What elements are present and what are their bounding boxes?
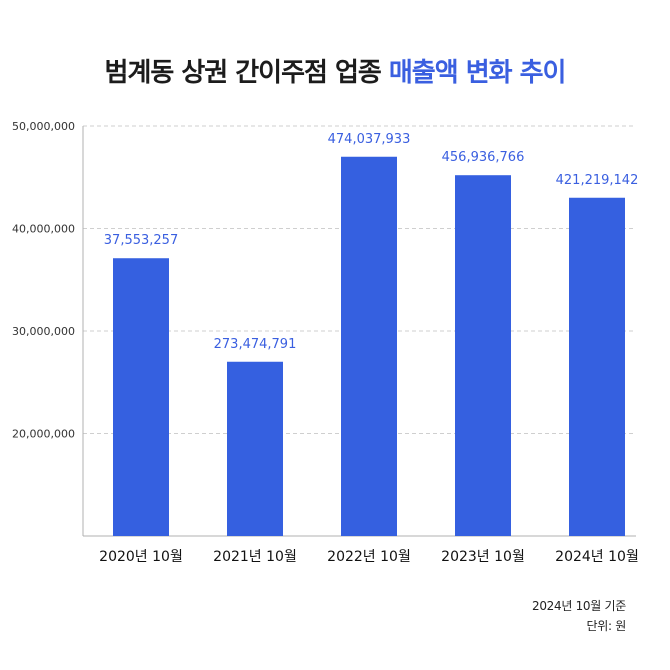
chart-title-accent: 매출액 변화 추이	[388, 58, 567, 88]
x-tick-label: 2022년 10월	[327, 549, 411, 565]
data-label: 456,936,766	[442, 150, 525, 165]
bar	[113, 258, 169, 536]
y-tick-label: 50,000,000	[12, 120, 75, 133]
bar	[227, 361, 283, 536]
x-tick-label: 2023년 10월	[441, 549, 525, 565]
unit-note: 단위: 원	[586, 619, 627, 633]
chart-title: 범계동 상권 간이주점 업종 매출액 변화 추이	[0, 52, 670, 89]
data-label: 273,474,791	[214, 337, 297, 352]
bar	[341, 156, 397, 536]
y-tick-label: 20,000,000	[12, 428, 75, 441]
chart-title-main: 범계동 상권 간이주점 업종	[104, 58, 382, 88]
basis-note: 2024년 10월 기준	[532, 599, 626, 613]
bar	[455, 175, 511, 536]
x-tick-label: 2021년 10월	[213, 549, 297, 565]
data-label: 474,037,933	[328, 132, 411, 147]
y-tick-label: 40,000,000	[12, 223, 75, 236]
x-tick-label: 2024년 10월	[555, 549, 639, 565]
data-label: 37,553,257	[104, 233, 178, 248]
x-tick-label: 2020년 10월	[99, 549, 183, 565]
bar	[569, 197, 625, 536]
data-label: 421,219,142	[556, 173, 639, 188]
y-tick-label: 30,000,000	[12, 325, 75, 338]
